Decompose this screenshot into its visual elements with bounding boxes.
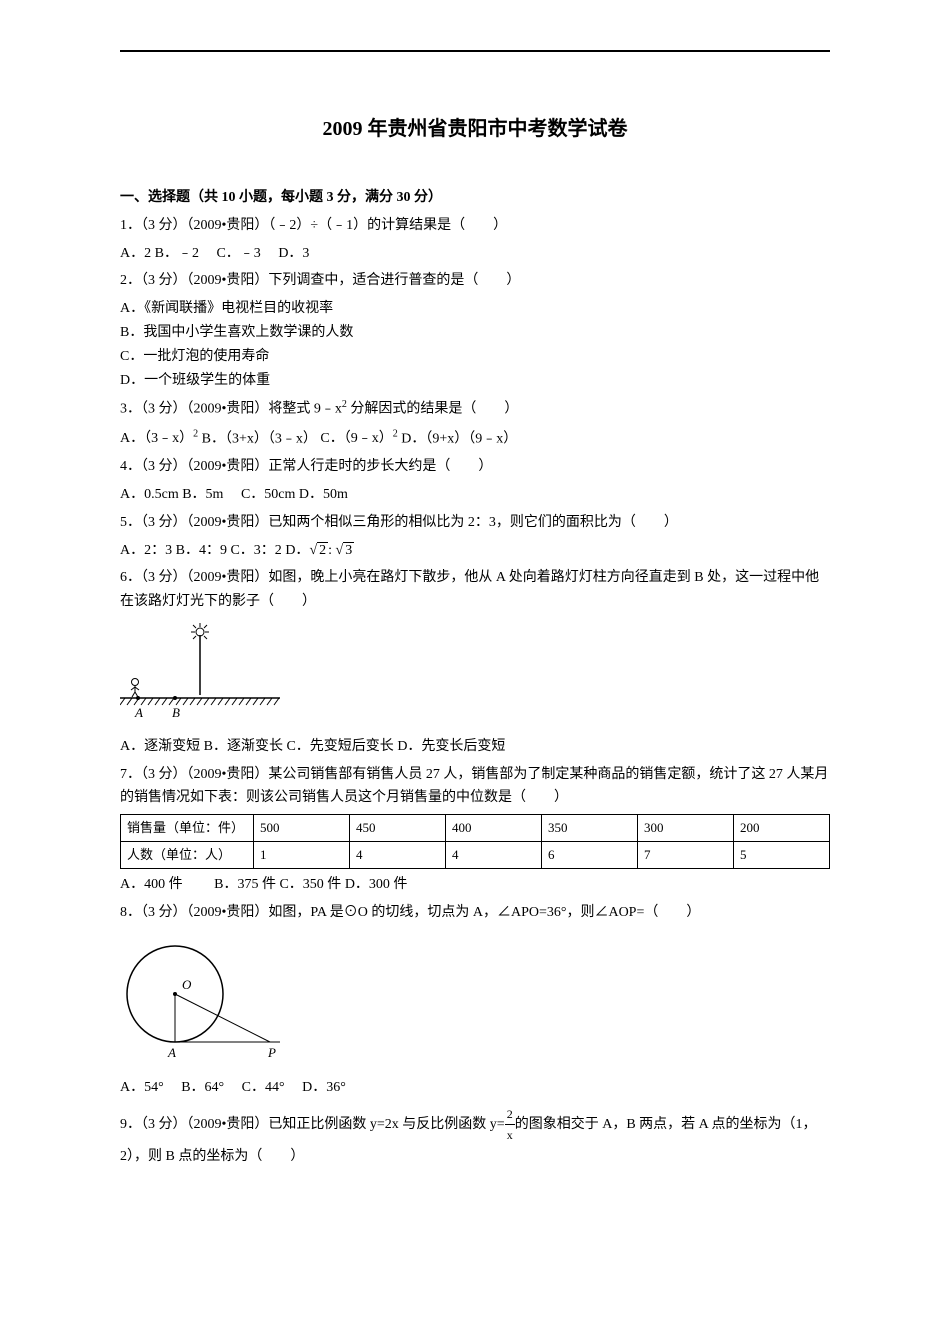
q1-optD: D．3 (278, 246, 309, 261)
q7-r2c3: 4 (446, 842, 542, 869)
q5-options: A．2：3 B．4：9 C．3：2 D． 2: 3 (120, 539, 830, 563)
q8-optB: B．64° (181, 1080, 224, 1095)
page-title: 2009 年贵州省贵阳市中考数学试卷 (120, 112, 830, 146)
q6-text: 6．（3 分）（2009•贵阳）如图，晚上小亮在路灯下散步，他从 A 处向着路灯… (120, 570, 819, 609)
header-rule (120, 50, 830, 52)
circle-figure-svg: O A P (120, 931, 290, 1061)
q3-text-pre: 3．（3 分）（2009•贵阳）将整式 9﹣x (120, 402, 342, 417)
q8-labelA: A (167, 1045, 176, 1060)
q7-r2-label: 人数（单位：人） (121, 842, 254, 869)
q7-r1c2: 450 (350, 815, 446, 842)
q9-fraction: 2x (505, 1104, 515, 1146)
q3-optA: A．（3﹣x）2 (120, 431, 198, 446)
q5-optD: D． 2: 3 (285, 542, 354, 558)
q8-figure: O A P (120, 931, 830, 1070)
q2-optA: A．《新闻联播》电视栏目的收视率 (120, 297, 830, 321)
section-heading: 一、选择题（共 10 小题，每小题 3 分，满分 30 分） (120, 186, 830, 210)
q3-text-post: 分解因式的结果是（ ） (347, 402, 519, 417)
q3-optA-pre: A．（3﹣x） (120, 431, 193, 446)
q2-optC: C．一批灯泡的使用寿命 (120, 345, 830, 369)
q4-text: 4．（3 分）（2009•贵阳）正常人行走时的步长大约是（ ） (120, 459, 492, 474)
q3-optC: C．（9﹣x）2 (320, 431, 397, 446)
q2-text: 2．（3 分）（2009•贵阳）下列调查中，适合进行普查的是（ ） (120, 273, 520, 288)
q5-optC: C．3：2 (230, 543, 281, 558)
q8-optA: A．54° (120, 1080, 164, 1095)
q5-optD-pre: D． (285, 543, 309, 558)
q7-table: 销售量（单位：件） 500 450 400 350 300 200 人数（单位：… (120, 814, 830, 869)
q4-options: A．0.5cm B．5m C．50cm D．50m (120, 483, 830, 507)
q6-labelA: A (134, 705, 143, 720)
q8-optC: C．44° (242, 1080, 285, 1095)
q7-r1c3: 400 (446, 815, 542, 842)
q4-optA: A．0.5cm (120, 487, 179, 502)
q3-options: A．（3﹣x）2 B．（3+x）（3﹣x） C．（9﹣x）2 D．（9+x）（9… (120, 426, 830, 451)
question-9: 9．（3 分）（2009•贵阳）已知正比例函数 y=2x 与反比例函数 y=2x… (120, 1104, 830, 1170)
q7-optC: C．350 件 (279, 877, 341, 892)
q9-den: x (505, 1125, 515, 1145)
q7-text: 7．（3 分）（2009•贵阳）某公司销售部有销售人员 27 人，销售部为了制定… (120, 767, 828, 806)
q6-optB: B．逐渐变长 (204, 739, 283, 754)
q5-optB: B．4：9 (176, 543, 227, 558)
q7-r1c4: 350 (542, 815, 638, 842)
q7-optA: A．400 件 (120, 877, 183, 892)
q6-optC: C．先变短后变长 (286, 739, 393, 754)
sqrt-icon (309, 543, 317, 558)
q5-optA: A．2：3 (120, 543, 172, 558)
q6-labelB: B (172, 705, 180, 720)
q7-r1c5: 300 (638, 815, 734, 842)
q2-optB: B．我国中小学生喜欢上数学课的人数 (120, 321, 830, 345)
q6-figure: A B (120, 620, 830, 729)
q1-options: A．2 B．﹣2 C．﹣3 D．3 (120, 242, 830, 266)
question-3: 3．（3 分）（2009•贵阳）将整式 9﹣x2 分解因式的结果是（ ） (120, 396, 830, 421)
q7-optD: D．300 件 (345, 877, 408, 892)
q8-optD: D．36° (302, 1080, 346, 1095)
question-6: 6．（3 分）（2009•贵阳）如图，晚上小亮在路灯下散步，他从 A 处向着路灯… (120, 566, 830, 614)
q7-r1c1: 500 (254, 815, 350, 842)
q7-r2c2: 4 (350, 842, 446, 869)
q3-optD: D．（9+x）（9﹣x） (401, 431, 517, 446)
q5-text: 5．（3 分）（2009•贵阳）已知两个相似三角形的相似比为 2：3，则它们的面… (120, 515, 678, 530)
lamp-figure-svg: A B (120, 620, 280, 720)
q9-num: 2 (505, 1104, 515, 1125)
question-8: 8．（3 分）（2009•贵阳）如图，PA 是⊙O 的切线，切点为 A，∠APO… (120, 901, 830, 925)
q6-options: A．逐渐变短 B．逐渐变长 C．先变短后变长 D．先变长后变短 (120, 735, 830, 759)
q4-optB: B．5m (182, 487, 223, 502)
q9-text-pre: 9．（3 分）（2009•贵阳）已知正比例函数 y=2x 与反比例函数 y= (120, 1117, 505, 1132)
q2-optD: D．一个班级学生的体重 (120, 369, 830, 393)
q7-r2c4: 6 (542, 842, 638, 869)
q7-r2c6: 5 (734, 842, 830, 869)
q1-optA: A．2 (120, 246, 151, 261)
question-4: 4．（3 分）（2009•贵阳）正常人行走时的步长大约是（ ） (120, 455, 830, 479)
q7-r1c6: 200 (734, 815, 830, 842)
q8-labelO: O (182, 977, 192, 992)
q4-optD: D．50m (299, 487, 348, 502)
q7-r2c1: 1 (254, 842, 350, 869)
q4-optC: C．50cm (241, 487, 295, 502)
q7-optB: B．375 件 (214, 877, 276, 892)
q3-optC-pre: C．（9﹣x） (320, 431, 392, 446)
q7-options: A．400 件 B．375 件 C．350 件 D．300 件 (120, 873, 830, 897)
q3-optB: B．（3+x）（3﹣x） (202, 431, 317, 446)
q1-optB: B．﹣2 (155, 246, 199, 261)
question-2: 2．（3 分）（2009•贵阳）下列调查中，适合进行普查的是（ ） (120, 269, 830, 293)
table-row: 人数（单位：人） 1 4 4 6 7 5 (121, 842, 830, 869)
q7-r1-label: 销售量（单位：件） (121, 815, 254, 842)
q6-optD: D．先变长后变短 (397, 739, 505, 754)
q1-text: 1．（3 分）（2009•贵阳）（﹣2）÷（﹣1）的计算结果是（ ） (120, 218, 507, 233)
q5-sep: : (328, 543, 335, 558)
q8-labelP: P (267, 1045, 276, 1060)
q7-r2c5: 7 (638, 842, 734, 869)
question-7: 7．（3 分）（2009•贵阳）某公司销售部有销售人员 27 人，销售部为了制定… (120, 763, 830, 811)
q1-optC: C．﹣3 (216, 246, 260, 261)
q5-r1: 2 (317, 542, 328, 558)
q8-options: A．54° B．64° C．44° D．36° (120, 1076, 830, 1100)
table-row: 销售量（单位：件） 500 450 400 350 300 200 (121, 815, 830, 842)
question-1: 1．（3 分）（2009•贵阳）（﹣2）÷（﹣1）的计算结果是（ ） (120, 214, 830, 238)
q8-text: 8．（3 分）（2009•贵阳）如图，PA 是⊙O 的切线，切点为 A，∠APO… (120, 905, 700, 920)
question-5: 5．（3 分）（2009•贵阳）已知两个相似三角形的相似比为 2：3，则它们的面… (120, 511, 830, 535)
q6-optA: A．逐渐变短 (120, 739, 200, 754)
q5-r2: 3 (343, 542, 354, 558)
